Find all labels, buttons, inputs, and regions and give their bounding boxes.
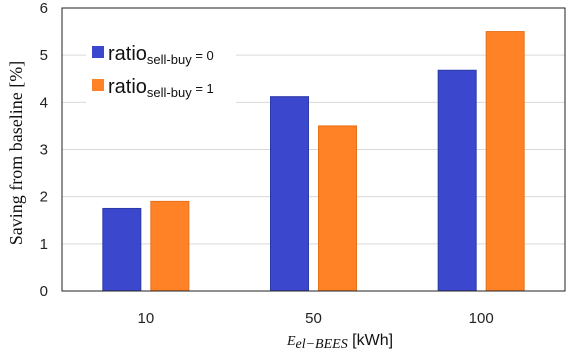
y-tick-label-2: 2 <box>40 189 48 206</box>
bar-s0-10 <box>102 207 142 292</box>
x-axis-label-symbol: E <box>286 334 296 349</box>
bar-s1-10 <box>150 200 190 292</box>
y-tick-label-1: 1 <box>40 236 48 253</box>
bar-s0-100 <box>437 69 477 292</box>
legend-entry-1: ratiosell-buy = 1 <box>92 76 214 100</box>
legend: ratiosell-buy = 0 ratiosell-buy = 1 <box>86 37 236 105</box>
x-tick-label-100: 100 <box>469 310 494 327</box>
svg-text:ratiosell-buy = 1: ratiosell-buy = 1 <box>108 76 214 100</box>
y-tick-label-6: 6 <box>40 0 48 17</box>
y-tick-label-0: 0 <box>40 283 48 300</box>
plot-frame <box>61 7 566 292</box>
legend-label-0-sub: sell-buy <box>147 52 192 67</box>
bar-s1-50 <box>318 125 357 292</box>
y-axis-label: Saving from baseline [%] <box>6 61 26 245</box>
legend-label-0-suffix: = 0 <box>192 48 214 63</box>
legend-entry-0: ratiosell-buy = 0 <box>92 43 214 67</box>
x-axis-label-unit: [kWh] <box>348 332 393 349</box>
legend-swatch-1 <box>92 79 104 91</box>
legend-label-1-suffix: = 1 <box>192 81 214 96</box>
legend-box <box>86 37 236 105</box>
legend-label-1-sub: sell-buy <box>147 85 192 100</box>
axes <box>61 7 566 292</box>
y-tick-label-5: 5 <box>40 47 48 64</box>
bar-s1-100 <box>485 31 525 292</box>
y-tick-label-3: 3 <box>40 142 48 159</box>
legend-swatch-0 <box>92 46 104 58</box>
x-tick-label-10: 10 <box>137 310 154 327</box>
y-tick-labels: 0 1 2 3 4 5 6 <box>40 0 48 300</box>
svg-text:ratiosell-buy = 0: ratiosell-buy = 0 <box>108 43 214 67</box>
legend-label-1-main: ratio <box>108 76 147 98</box>
x-tick-labels: 10 50 100 <box>137 310 493 327</box>
x-axis-label-subscript: el−BEES <box>296 337 348 352</box>
bar-s0-50 <box>270 96 309 292</box>
bars <box>102 31 525 292</box>
y-tick-label-4: 4 <box>40 94 48 111</box>
legend-label-0-main: ratio <box>108 43 147 65</box>
x-tick-label-50: 50 <box>305 310 322 327</box>
x-axis-label: Eel−BEES [kWh] <box>286 332 393 352</box>
